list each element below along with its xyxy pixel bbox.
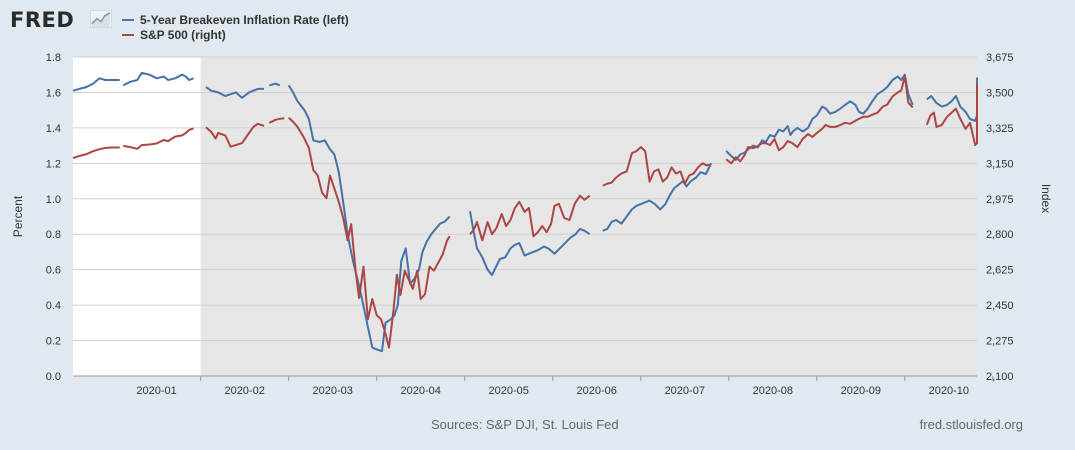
inflation-series-line: [725, 73, 914, 161]
inflation-series-line: [205, 86, 264, 99]
inflation-series-line: [469, 211, 591, 276]
right-tick-label: 3,150: [986, 158, 1014, 170]
inflation-series-line: [122, 71, 194, 87]
right-axis-title: Index: [1039, 184, 1053, 213]
left-tick-label: 1.2: [46, 158, 61, 170]
x-tick-label: 2020-05: [489, 385, 529, 397]
left-tick-label: 0.0: [46, 371, 61, 383]
right-tick-label: 2,275: [986, 336, 1014, 348]
right-tick-label: 3,675: [986, 52, 1014, 64]
inflation-series-line: [72, 77, 120, 92]
left-tick-label: 1.4: [46, 123, 61, 135]
right-tick-label: 2,100: [986, 371, 1014, 383]
x-tick-label: 2020-03: [312, 385, 352, 397]
inflation-series-line: [269, 82, 281, 87]
x-tick-label: 2020-08: [753, 385, 793, 397]
sp500-series-line: [268, 117, 285, 124]
sp500-series-line: [602, 146, 712, 187]
legend-swatch-sp500: [122, 33, 134, 36]
site-link[interactable]: fred.stlouisfed.org: [919, 417, 1023, 432]
line-chart-icon: [90, 10, 112, 28]
x-tick-label: 2020-10: [929, 385, 969, 397]
sp500-series-line: [725, 75, 914, 165]
right-tick-label: 3,325: [986, 123, 1014, 135]
source-text: Sources: S&P DJI, St. Louis Fed: [431, 417, 619, 432]
sp500-series-line: [123, 127, 194, 150]
left-tick-label: 1.0: [46, 194, 61, 206]
legend-label-sp500: S&P 500 (right): [140, 27, 226, 42]
x-tick-label: 2020-09: [841, 385, 881, 397]
legend: 5-Year Breakeven Inflation Rate (left) S…: [122, 12, 349, 42]
sp500-series-line: [469, 194, 591, 242]
fred-logo: FRED: [10, 8, 75, 32]
left-tick-label: 0.4: [46, 300, 61, 312]
legend-item-sp500[interactable]: S&P 500 (right): [122, 27, 349, 42]
inflation-series-line: [602, 162, 713, 232]
x-tick-label: 2020-01: [136, 385, 176, 397]
right-tick-label: 2,450: [986, 300, 1014, 312]
left-tick-label: 0.2: [46, 336, 61, 348]
right-tick-label: 2,975: [986, 194, 1014, 206]
left-axis-title: Percent: [11, 195, 25, 237]
sp500-series-line: [288, 117, 451, 349]
x-tick-label: 2020-02: [224, 385, 264, 397]
legend-item-inflation[interactable]: 5-Year Breakeven Inflation Rate (left): [122, 12, 349, 27]
x-tick-label: 2020-07: [665, 385, 705, 397]
x-tick-label: 2020-04: [401, 385, 441, 397]
left-tick-label: 0.6: [46, 265, 61, 277]
sp500-series-line: [72, 146, 120, 160]
inflation-series-line: [287, 84, 451, 353]
legend-label-inflation: 5-Year Breakeven Inflation Rate (left): [140, 12, 349, 27]
right-tick-label: 2,800: [986, 229, 1014, 241]
sp500-series-line: [205, 122, 265, 148]
left-tick-label: 1.8: [46, 52, 61, 64]
right-tick-label: 2,625: [986, 265, 1014, 277]
x-tick-label: 2020-06: [577, 385, 617, 397]
recession-shading: [200, 57, 977, 376]
legend-swatch-inflation: [122, 18, 134, 21]
left-tick-label: 1.6: [46, 87, 61, 99]
left-tick-label: 0.8: [46, 229, 61, 241]
right-tick-label: 3,500: [986, 87, 1014, 99]
